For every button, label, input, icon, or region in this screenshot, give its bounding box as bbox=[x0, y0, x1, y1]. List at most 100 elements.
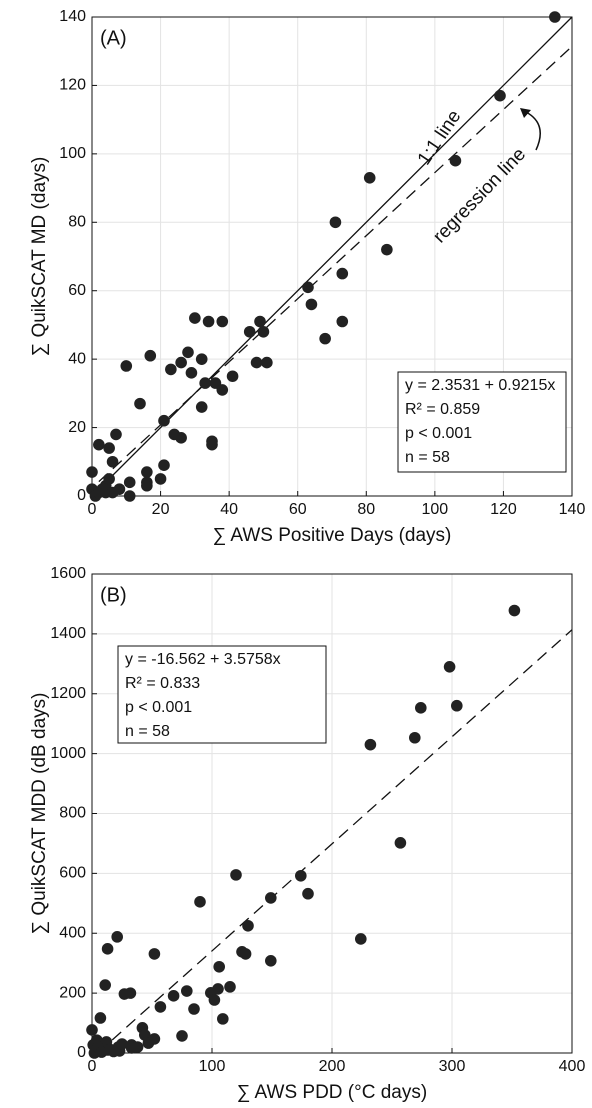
panel-label: (B) bbox=[100, 584, 127, 606]
x-tick-label: 200 bbox=[319, 1058, 346, 1075]
stats-text: n = 58 bbox=[125, 723, 170, 740]
data-point bbox=[329, 216, 342, 229]
x-tick-label: 120 bbox=[490, 501, 517, 518]
y-tick-label: 200 bbox=[59, 984, 86, 1001]
data-point bbox=[113, 483, 126, 495]
data-point bbox=[212, 983, 224, 995]
data-point bbox=[103, 473, 115, 485]
data-point bbox=[319, 332, 331, 345]
data-point bbox=[194, 896, 206, 908]
data-point bbox=[394, 837, 407, 849]
data-point bbox=[141, 479, 153, 492]
data-point bbox=[111, 931, 123, 943]
fit-line bbox=[91, 16, 573, 497]
data-point bbox=[106, 455, 119, 468]
plot-frame bbox=[91, 16, 573, 497]
x-tick-label: 40 bbox=[220, 501, 238, 518]
data-point bbox=[175, 356, 187, 369]
data-point bbox=[148, 1033, 161, 1045]
data-point bbox=[208, 994, 221, 1006]
y-tick-label: 400 bbox=[59, 924, 86, 941]
data-point bbox=[182, 346, 194, 359]
data-point bbox=[120, 360, 133, 372]
data-point bbox=[189, 312, 201, 324]
y-tick-label: 140 bbox=[59, 8, 86, 25]
stats-text: n = 58 bbox=[405, 449, 450, 466]
y-tick-label: 40 bbox=[68, 350, 86, 367]
y-tick-label: 100 bbox=[59, 145, 86, 162]
x-tick-label: 0 bbox=[88, 1058, 97, 1075]
data-point bbox=[363, 172, 376, 184]
data-point bbox=[242, 919, 254, 932]
data-point bbox=[250, 356, 263, 369]
stats-text: p < 0.001 bbox=[405, 425, 472, 442]
x-tick-label: 100 bbox=[422, 501, 449, 518]
data-point bbox=[103, 442, 115, 454]
y-tick-label: 600 bbox=[59, 865, 86, 882]
data-point bbox=[265, 954, 277, 967]
data-point bbox=[305, 298, 318, 311]
data-point bbox=[107, 1045, 120, 1058]
x-tick-label: 0 bbox=[88, 501, 97, 518]
data-point bbox=[99, 979, 111, 991]
data-point bbox=[144, 349, 157, 362]
data-point bbox=[295, 869, 307, 882]
y-axis-label: ∑ QuikSCAT MD (days) bbox=[29, 157, 50, 357]
x-tick-label: 140 bbox=[559, 501, 586, 518]
data-point bbox=[257, 325, 270, 338]
stats-text: y = -16.562 + 3.5758x bbox=[125, 651, 281, 668]
data-point bbox=[154, 1001, 167, 1013]
data-point bbox=[188, 1003, 200, 1015]
data-point bbox=[415, 702, 427, 714]
arrow-head bbox=[520, 108, 531, 118]
annotation-arrow bbox=[525, 111, 541, 151]
data-point bbox=[224, 981, 236, 993]
data-point bbox=[195, 401, 208, 413]
data-point bbox=[123, 490, 136, 502]
data-point bbox=[381, 243, 393, 256]
data-point bbox=[167, 990, 180, 1002]
data-point bbox=[302, 887, 314, 900]
data-point bbox=[364, 738, 377, 751]
x-tick-label: 400 bbox=[559, 1058, 586, 1075]
data-point bbox=[134, 397, 146, 410]
panel-label: (A) bbox=[100, 27, 127, 49]
y-tick-label: 1400 bbox=[50, 625, 86, 642]
data-point bbox=[409, 731, 421, 744]
data-point bbox=[86, 466, 98, 478]
data-point bbox=[243, 325, 256, 338]
data-point bbox=[148, 948, 161, 960]
data-point bbox=[239, 948, 252, 960]
data-point bbox=[110, 428, 122, 441]
x-axis-label: ∑ AWS PDD (°C days) bbox=[237, 1082, 427, 1103]
stats-box bbox=[117, 645, 327, 744]
data-point bbox=[265, 892, 277, 904]
y-tick-label: 1600 bbox=[50, 565, 86, 582]
line-annotation: regression line bbox=[429, 144, 530, 247]
data-point bbox=[261, 356, 273, 369]
data-point bbox=[213, 960, 225, 973]
x-axis-label: ∑ AWS Positive Days (days) bbox=[213, 525, 452, 546]
data-point bbox=[216, 315, 229, 328]
y-tick-label: 20 bbox=[68, 419, 86, 436]
data-point bbox=[116, 1038, 128, 1050]
data-point bbox=[175, 432, 187, 444]
stats-text: p < 0.001 bbox=[125, 699, 192, 716]
y-axis-label: ∑ QuikSCAT MDD (dB days) bbox=[29, 693, 50, 935]
x-tick-label: 60 bbox=[289, 501, 307, 518]
data-point bbox=[494, 89, 506, 102]
x-tick-label: 300 bbox=[439, 1058, 466, 1075]
data-point bbox=[202, 315, 215, 328]
data-point bbox=[93, 438, 105, 451]
plot-frame bbox=[91, 573, 573, 1054]
y-tick-label: 800 bbox=[59, 805, 86, 822]
data-point bbox=[217, 1013, 229, 1025]
data-point bbox=[165, 363, 177, 376]
data-point bbox=[158, 459, 170, 472]
data-point bbox=[451, 699, 463, 712]
data-point bbox=[206, 438, 218, 451]
data-point bbox=[176, 1030, 188, 1042]
y-tick-label: 0 bbox=[77, 1044, 86, 1061]
x-tick-label: 100 bbox=[199, 1058, 226, 1075]
stats-text: y = 2.3531 + 0.9215x bbox=[405, 377, 555, 394]
